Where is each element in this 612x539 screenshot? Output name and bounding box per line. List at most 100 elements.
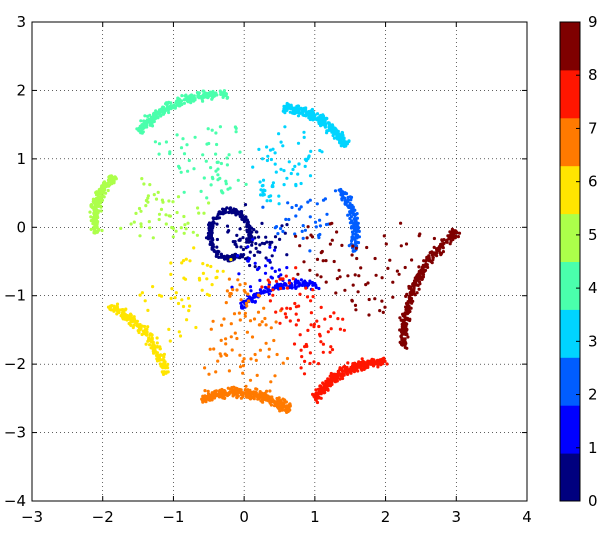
scatter-point xyxy=(448,242,452,246)
scatter-point xyxy=(97,188,101,192)
scatter-point xyxy=(199,189,203,193)
scatter-point xyxy=(240,255,245,259)
scatter-point xyxy=(240,217,244,221)
scatter-point xyxy=(317,324,321,329)
grid-lines xyxy=(31,21,528,502)
scatter-point xyxy=(269,326,273,330)
scatter-point xyxy=(337,373,341,377)
scatter-point xyxy=(348,221,352,225)
scatter-point xyxy=(235,233,239,237)
scatter-point xyxy=(273,245,277,249)
scatter-point xyxy=(157,142,162,146)
scatter-point xyxy=(309,149,313,153)
scatter-point xyxy=(315,400,320,405)
scatter-point xyxy=(185,143,189,147)
scatter-point xyxy=(338,377,342,381)
scatter-point xyxy=(356,362,360,366)
scatter-point xyxy=(230,390,234,394)
scatter-point xyxy=(333,378,337,382)
scatter-point xyxy=(300,107,304,112)
scatter-point xyxy=(381,310,385,314)
scatter-point xyxy=(416,273,420,277)
scatter-point xyxy=(434,251,438,255)
scatter-point xyxy=(110,180,114,184)
scatter-point xyxy=(296,272,300,276)
scatter-point xyxy=(399,318,403,322)
scatter-point xyxy=(382,356,386,360)
scatter-point xyxy=(204,400,208,404)
y-tick-label: 2 xyxy=(16,81,26,99)
scatter-point xyxy=(145,327,149,331)
scatter-point xyxy=(141,329,145,333)
scatter-point xyxy=(223,211,227,215)
scatter-point xyxy=(136,127,140,131)
scatter-point xyxy=(324,280,328,284)
scatter-point xyxy=(207,372,211,376)
scatter-point xyxy=(180,298,184,302)
scatter-point xyxy=(318,390,322,395)
scatter-point xyxy=(228,294,232,298)
scatter-point xyxy=(353,249,357,253)
scatter-point xyxy=(367,297,371,302)
scatter-point xyxy=(182,231,186,235)
scatter-point xyxy=(227,210,231,214)
scatter-point xyxy=(285,286,289,290)
scatter-point xyxy=(276,285,280,289)
scatter-point xyxy=(248,263,252,268)
scatter-point xyxy=(139,324,143,329)
scatter-point xyxy=(301,224,305,228)
scatter-point xyxy=(205,277,209,281)
scatter-point xyxy=(226,254,230,258)
scatter-point xyxy=(186,100,190,104)
scatter-point xyxy=(232,312,237,316)
scatter-point xyxy=(94,200,98,204)
scatter-point xyxy=(318,388,322,392)
scatter-point xyxy=(264,341,268,345)
scatter-point xyxy=(144,204,148,208)
scatter-point xyxy=(195,91,200,95)
scatter-point xyxy=(209,166,213,170)
scatter-point xyxy=(152,113,156,117)
scatter-point xyxy=(89,227,93,231)
scatter-point xyxy=(243,314,247,318)
scatter-point xyxy=(406,301,410,305)
scatter-point xyxy=(162,352,166,356)
scatter-point xyxy=(373,297,377,301)
scatter-point xyxy=(362,367,366,371)
scatter-point xyxy=(350,203,354,208)
scatter-point xyxy=(96,220,100,224)
scatter-point xyxy=(267,280,272,284)
scatter-point xyxy=(179,170,183,174)
scatter-point xyxy=(314,388,318,392)
scatter-point xyxy=(150,124,155,128)
scatter-point xyxy=(254,387,258,391)
y-tick-label: −1 xyxy=(4,287,26,305)
scatter-point xyxy=(157,212,162,216)
scatter-point xyxy=(167,199,171,203)
scatter-point xyxy=(350,211,354,215)
scatter-point xyxy=(411,284,415,288)
scatter-point xyxy=(132,220,136,224)
scatter-point xyxy=(243,282,247,286)
scatter-point xyxy=(276,406,281,410)
scatter-point xyxy=(129,318,133,322)
scatter-point xyxy=(280,307,284,311)
scatter-point xyxy=(323,197,327,201)
scatter-point xyxy=(188,259,192,263)
scatter-point xyxy=(214,131,218,135)
scatter-point xyxy=(309,233,313,237)
scatter-point xyxy=(356,226,361,230)
scatter-point xyxy=(309,311,313,315)
scatter-point xyxy=(96,203,100,207)
scatter-point xyxy=(273,162,277,166)
scatter-point xyxy=(273,235,278,239)
scatter-point xyxy=(400,338,404,342)
scatter-point xyxy=(270,276,274,280)
scatter-point xyxy=(311,288,315,292)
scatter-point xyxy=(182,190,186,194)
scatter-point xyxy=(183,94,187,98)
y-tick-label: −3 xyxy=(4,424,26,442)
scatter-point xyxy=(209,327,213,331)
scatter-point xyxy=(408,294,412,298)
scatter-point xyxy=(171,226,175,230)
